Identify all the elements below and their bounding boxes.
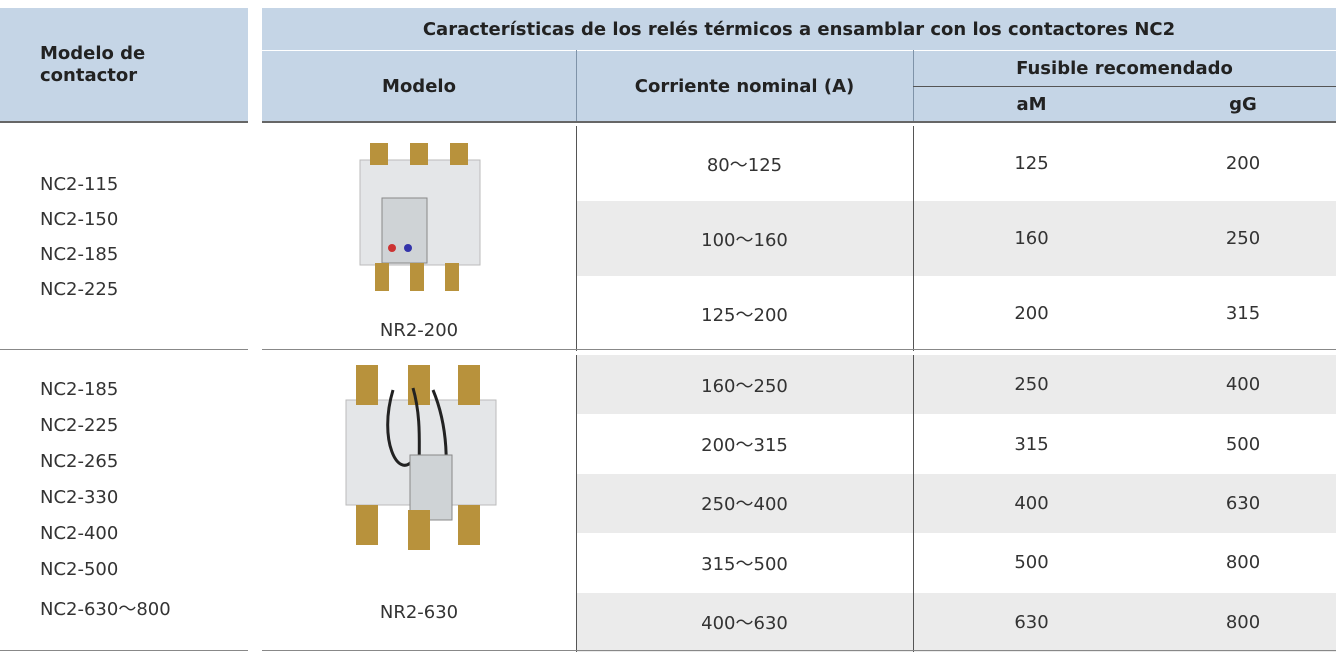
border: [0, 650, 248, 651]
row-bg: [576, 592, 1336, 652]
border: [913, 86, 1336, 87]
contactor-model: NC2-330: [40, 487, 119, 508]
border: [576, 355, 577, 652]
row-bg: [576, 473, 1336, 534]
cell: 630: [1225, 492, 1261, 514]
contactor-model: NC2-115: [40, 174, 119, 195]
contactor-model: NC2-400: [40, 523, 119, 544]
cell: 200～315: [701, 435, 788, 457]
cell: 315: [1225, 303, 1261, 324]
header-cell: gG: [1229, 93, 1257, 115]
border: [576, 126, 577, 351]
border: [262, 121, 1336, 123]
relay-model: NR2-630: [379, 601, 459, 623]
relay-image: [359, 143, 481, 291]
cell: 250: [1225, 228, 1261, 249]
cell: 400～630: [701, 613, 788, 635]
contactor-model: NC2-500: [40, 559, 119, 580]
header-cell: Corriente nominal (A): [634, 75, 855, 97]
cell: 315～500: [701, 553, 788, 575]
cell: 250: [1014, 374, 1049, 396]
header-bg: [262, 8, 1336, 122]
border: [262, 650, 1336, 651]
cell: 80～125: [706, 154, 783, 176]
contactor-model: NC2-225: [40, 415, 119, 436]
header-title: Características de los relés térmicos a …: [422, 18, 1176, 40]
cell: 160: [1014, 228, 1049, 249]
row-bg: [576, 355, 1336, 415]
cell: 315: [1014, 433, 1049, 455]
cell: 400: [1225, 374, 1261, 396]
cell: 800: [1225, 611, 1261, 633]
relay-model: NR2-200: [379, 319, 459, 341]
cell: 200: [1014, 303, 1049, 324]
contactor-model: NC2-185: [40, 379, 119, 400]
border: [0, 349, 248, 350]
cell: 250～400: [701, 494, 788, 516]
row-bg: [576, 201, 1336, 276]
contactor-model: NC2-265: [40, 451, 119, 472]
header-bg: [0, 8, 248, 122]
border: [0, 121, 248, 123]
header-cell: Modelo de contactor: [40, 43, 146, 86]
border: [576, 50, 577, 122]
cell: 100～160: [701, 229, 788, 251]
cell: 125: [1014, 153, 1049, 174]
cell: 500: [1225, 433, 1261, 455]
header-cell: aM: [1016, 93, 1047, 115]
relay-image: [345, 365, 497, 550]
contactor-model: NC2-150: [40, 209, 119, 230]
contactor-model: NC2-225: [40, 279, 119, 300]
header-cell: Modelo: [382, 75, 456, 97]
cell: 160～250: [701, 375, 788, 397]
border: [262, 50, 1336, 51]
contactor-model: NC2-630～800: [40, 599, 171, 620]
contactor-model: NC2-185: [40, 244, 119, 265]
cell: 400: [1014, 492, 1049, 514]
cell: 500: [1014, 552, 1049, 574]
cell: 125～200: [701, 304, 788, 326]
border: [913, 126, 914, 351]
cell: 800: [1225, 552, 1261, 574]
cell: 200: [1225, 153, 1261, 174]
cell: 630: [1014, 611, 1049, 633]
border: [913, 355, 914, 652]
header-cell: Fusible recomendado: [1016, 57, 1233, 79]
border: [262, 349, 1336, 350]
